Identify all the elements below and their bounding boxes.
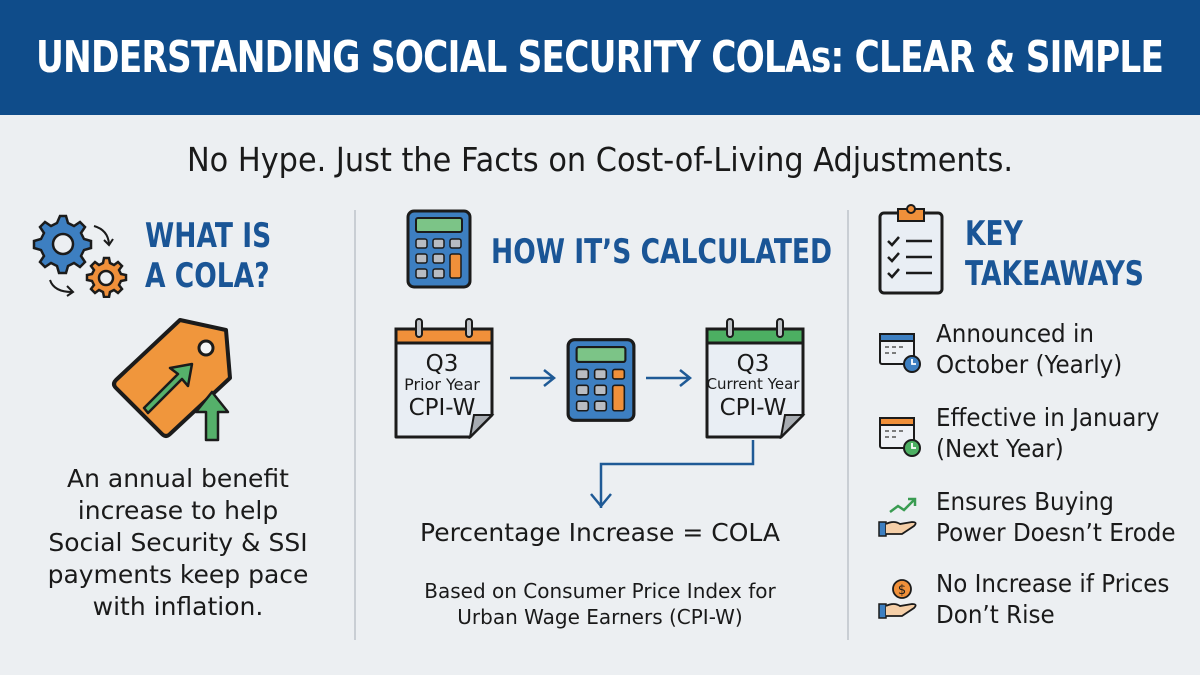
hand-coin-icon: $ [878, 579, 917, 619]
page-title: UNDERSTANDING SOCIAL SECURITY COLAs: CLE… [36, 32, 1164, 83]
what-heading-line2: A COLA? [145, 256, 270, 296]
title-banner: UNDERSTANDING SOCIAL SECURITY COLAs: CLE… [0, 0, 1200, 115]
current-year-calendar: Q3 Current Year CPI-W [703, 315, 807, 439]
calendar-orange-icon [394, 318, 495, 439]
gears-icon [32, 214, 128, 298]
key-heading-line2: TAKEAWAYS [965, 254, 1144, 294]
hand-growth-arrow-icon [878, 497, 917, 537]
svg-text:$: $ [898, 583, 906, 598]
clipboard-checklist-icon [878, 204, 944, 295]
subtitle: No Hype. Just the Facts on Cost-of-Livin… [186, 140, 1014, 179]
cola-formula: Percentage Increase = COLA [420, 518, 780, 547]
what-description: An annual benefit increase to help Socia… [47, 464, 309, 621]
connector-arrow-down-icon [590, 440, 755, 508]
column-divider [847, 210, 849, 640]
arrow-right-icon [646, 369, 693, 387]
calendar-clock-green-icon [879, 417, 921, 457]
column-divider [354, 210, 356, 640]
calculator-icon [566, 338, 636, 422]
cpi-w-note: Based on Consumer Price Index for Urban … [424, 579, 776, 629]
takeaway-item: Effective in January (Next Year) [878, 402, 1174, 464]
prior-year-calendar: Q3 Prior Year CPI-W [392, 315, 496, 439]
takeaway-item: $ No Increase if Prices Don’t Rise [878, 568, 1184, 630]
how-heading: HOW IT’S CALCULATED [491, 232, 833, 272]
calculator-icon [406, 209, 472, 289]
key-heading-line1: KEY [965, 214, 1023, 254]
what-heading-line1: WHAT IS [145, 216, 272, 256]
takeaway-item: Announced in October (Yearly) [878, 318, 1134, 380]
price-tag-up-arrows-icon [112, 318, 232, 442]
calendar-green-icon [705, 318, 806, 439]
calendar-clock-blue-icon [879, 333, 921, 373]
takeaway-item: Ensures Buying Power Doesn’t Erode [878, 486, 1191, 548]
arrow-right-icon [510, 369, 557, 387]
